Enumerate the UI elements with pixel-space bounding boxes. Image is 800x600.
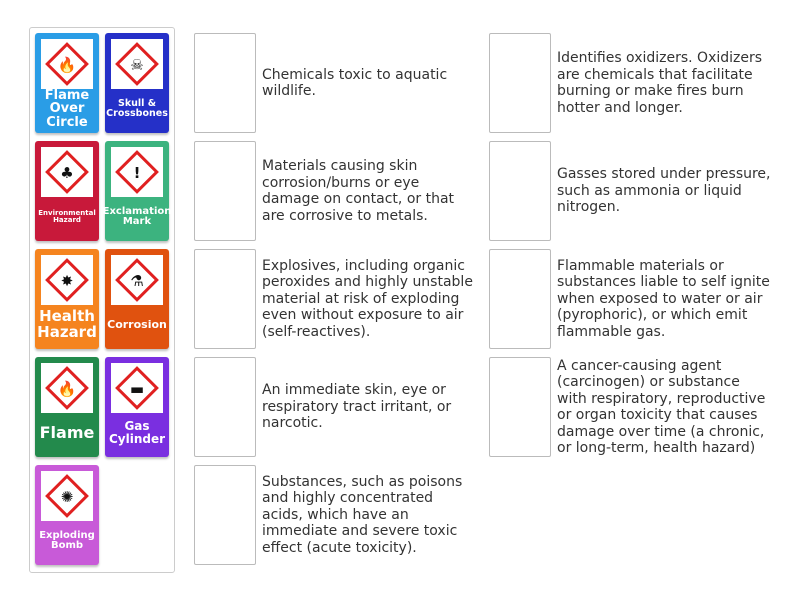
svg-text:⚗: ⚗ xyxy=(130,272,143,290)
health-hazard-icon: ✸ xyxy=(45,258,89,302)
hazard-tile[interactable]: 🔥 Flame Over Circle xyxy=(35,33,99,133)
pictogram: 🔥 xyxy=(41,363,93,413)
svg-text:✸: ✸ xyxy=(61,272,74,290)
description-text: An immediate skin, eye or respiratory tr… xyxy=(262,382,452,432)
exclamation-icon: ! xyxy=(115,150,159,194)
description-text: Chemicals toxic to aquatic wildlife. xyxy=(262,66,448,100)
drop-zone[interactable] xyxy=(194,249,256,349)
hazard-tile[interactable]: ♣ Environmental Hazard xyxy=(35,141,99,241)
description-text: Materials causing skin corrosion/burns o… xyxy=(262,158,455,224)
tile-label: Skull & Crossbones xyxy=(106,98,168,119)
tile-label: Exploding Bomb xyxy=(39,529,95,551)
tile-label: Health Hazard xyxy=(37,307,97,341)
description-text: Substances, such as poisons and highly c… xyxy=(262,473,463,556)
description-text: Explosives, including organic peroxides … xyxy=(262,257,473,340)
hazard-description: Materials causing skin corrosion/burns o… xyxy=(262,141,477,241)
skull-crossbones-icon: ☠ xyxy=(115,42,159,86)
hazard-description: Flammable materials or substances liable… xyxy=(557,249,772,349)
pictogram: ▬ xyxy=(111,363,163,413)
description-text: Flammable materials or substances liable… xyxy=(557,257,770,340)
hazard-description: Identifies oxidizers. Oxidizers are chem… xyxy=(557,33,772,133)
environment-icon: ♣ xyxy=(45,150,89,194)
tile-label: Environmental Hazard xyxy=(38,208,96,224)
hazard-description: An immediate skin, eye or respiratory tr… xyxy=(262,357,477,457)
hazard-tile[interactable]: ! Exclamation Mark xyxy=(102,141,172,241)
hazard-tile[interactable]: ✸ Health Hazard xyxy=(35,249,99,349)
pictogram: 🔥 xyxy=(41,39,93,89)
pictogram: ☠ xyxy=(111,39,163,89)
tile-label: Gas Cylinder xyxy=(108,419,166,446)
hazard-description: Chemicals toxic to aquatic wildlife. xyxy=(262,33,477,133)
tile-label: Flame Over Circle xyxy=(44,87,90,130)
flame-icon: 🔥 xyxy=(45,366,89,410)
pictogram: ✺ xyxy=(41,471,93,521)
hazard-tile[interactable]: ☠ Skull & Crossbones xyxy=(105,33,169,133)
drop-zone[interactable] xyxy=(194,465,256,565)
drop-zone[interactable] xyxy=(194,357,256,457)
tile-label: Exclamation Mark xyxy=(102,205,172,227)
svg-text:!: ! xyxy=(134,164,141,182)
pictogram: ♣ xyxy=(41,147,93,197)
hazard-description: A cancer-causing agent (carcinogen) or s… xyxy=(557,357,772,457)
drop-zone[interactable] xyxy=(489,357,551,457)
corrosion-icon: ⚗ xyxy=(115,258,159,302)
flame-over-circle-icon: 🔥 xyxy=(45,42,89,86)
hazard-description: Gasses stored under pressure, such as am… xyxy=(557,141,772,241)
hazard-tile[interactable]: ▬ Gas Cylinder xyxy=(105,357,169,457)
exploding-bomb-icon: ✺ xyxy=(45,474,89,518)
tile-label: Corrosion xyxy=(107,318,167,332)
hazard-tile[interactable]: ✺ Exploding Bomb xyxy=(35,465,99,565)
tile-label: Flame xyxy=(39,422,95,442)
drop-zone[interactable] xyxy=(489,33,551,133)
pictogram: ✸ xyxy=(41,255,93,305)
pictogram: ! xyxy=(111,147,163,197)
hazard-tile[interactable]: ⚗ Corrosion xyxy=(105,249,169,349)
svg-text:🔥: 🔥 xyxy=(58,56,77,74)
description-text: Gasses stored under pressure, such as am… xyxy=(557,166,771,216)
drop-zone[interactable] xyxy=(489,249,551,349)
svg-text:▬: ▬ xyxy=(130,380,144,398)
hazard-description: Explosives, including organic peroxides … xyxy=(262,249,477,349)
svg-text:✺: ✺ xyxy=(61,488,74,506)
description-text: Identifies oxidizers. Oxidizers are chem… xyxy=(557,50,763,116)
drop-zone[interactable] xyxy=(194,141,256,241)
svg-text:♣: ♣ xyxy=(60,164,73,182)
hazard-tile[interactable]: 🔥 Flame xyxy=(35,357,99,457)
description-text: A cancer-causing agent (carcinogen) or s… xyxy=(557,357,766,457)
svg-text:🔥: 🔥 xyxy=(58,380,77,398)
drop-zone[interactable] xyxy=(489,141,551,241)
pictogram: ⚗ xyxy=(111,255,163,305)
drop-zone[interactable] xyxy=(194,33,256,133)
svg-text:☠: ☠ xyxy=(130,56,143,74)
hazard-description: Substances, such as poisons and highly c… xyxy=(262,465,477,565)
gas-cylinder-icon: ▬ xyxy=(115,366,159,410)
